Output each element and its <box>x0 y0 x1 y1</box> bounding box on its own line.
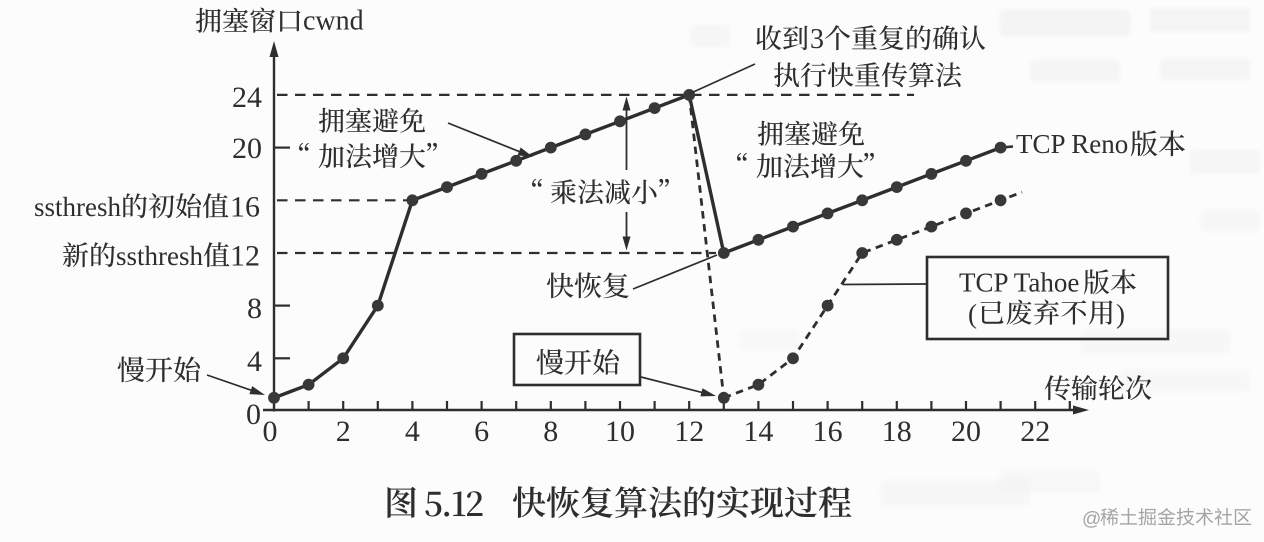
svg-text:14: 14 <box>743 415 773 448</box>
svg-text:16: 16 <box>230 191 260 224</box>
svg-text:18: 18 <box>882 415 912 448</box>
svg-text:6: 6 <box>474 415 489 448</box>
svg-text:3: 3 <box>810 24 824 55</box>
svg-text:16: 16 <box>813 415 843 448</box>
svg-text:20: 20 <box>951 415 981 448</box>
svg-text:TCP Tahoe: TCP Tahoe <box>959 268 1079 298</box>
svg-text:cwnd: cwnd <box>303 6 364 37</box>
svg-text:4: 4 <box>405 415 420 448</box>
svg-text:ssthresh: ssthresh <box>116 241 203 271</box>
svg-text:20: 20 <box>232 132 262 165</box>
svg-text:12: 12 <box>230 240 260 273</box>
svg-text:TCP Reno: TCP Reno <box>1016 129 1128 159</box>
svg-text:24: 24 <box>232 81 262 114</box>
svg-text:10: 10 <box>605 415 635 448</box>
svg-text:0: 0 <box>246 398 261 431</box>
svg-text:22: 22 <box>1020 415 1050 448</box>
svg-text:0: 0 <box>263 415 278 448</box>
svg-text:8: 8 <box>543 415 558 448</box>
svg-text:12: 12 <box>674 415 704 448</box>
svg-text:8: 8 <box>247 292 262 325</box>
svg-text:ssthresh: ssthresh <box>34 192 121 222</box>
svg-text:4: 4 <box>247 345 262 378</box>
svg-text:): ) <box>1116 299 1125 329</box>
svg-text:@: @ <box>1082 509 1101 530</box>
svg-text:2: 2 <box>336 415 351 448</box>
svg-text:(: ( <box>968 299 977 329</box>
